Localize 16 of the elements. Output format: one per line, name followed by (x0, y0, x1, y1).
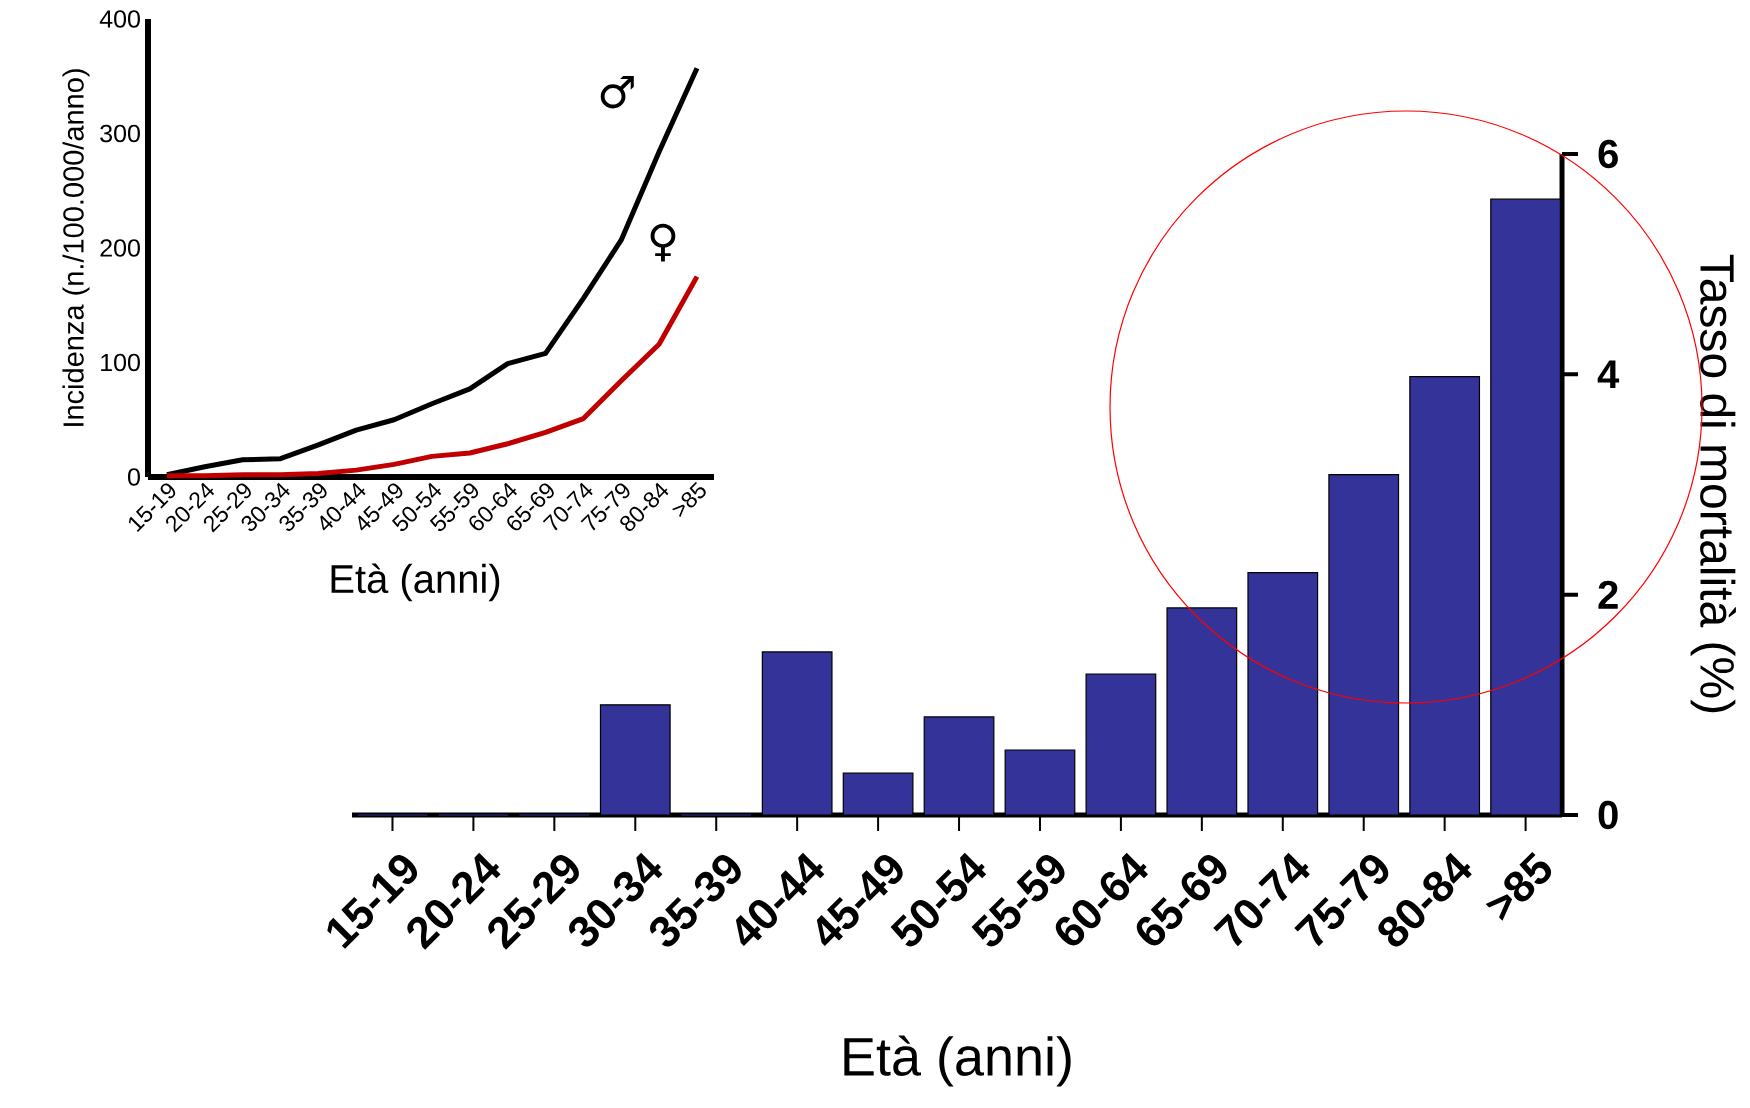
y-tick-label: 400 (99, 10, 140, 28)
series-label: ♀ (650, 223, 676, 262)
x-tick-label: >85 (1485, 851, 1552, 921)
x-axis-title: Età (anni) (331, 563, 500, 602)
series-label: ♂ (600, 76, 634, 109)
y-tick-label: 6 (1598, 139, 1618, 169)
y-tick-label: 100 (101, 353, 140, 372)
y-axis-title: Incidenza (n./100.000/anno) (62, 69, 90, 426)
y-tick-label: 0 (1598, 800, 1618, 830)
y-tick-label: 4 (1597, 360, 1620, 389)
x-tick-label: >85 (672, 481, 706, 518)
x-axis-title: Età (anni) (844, 1035, 1071, 1087)
y-tick-label: 200 (100, 239, 140, 257)
y-tick-label: 300 (100, 124, 140, 143)
y-tick-label: 2 (1598, 580, 1618, 609)
y-axis-title: Tasso di mortalità (%) (1690, 254, 1736, 713)
